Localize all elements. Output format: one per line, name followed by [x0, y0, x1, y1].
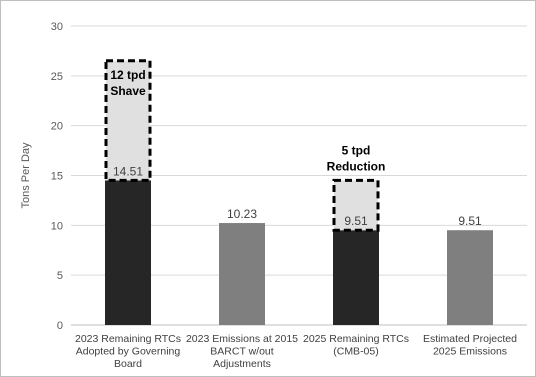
y-tick-label: 20: [51, 121, 63, 133]
x-category-label: Board: [114, 358, 142, 370]
bar-value-label: 10.23: [227, 207, 257, 221]
x-category-label: 2023 Emissions at 2015: [186, 333, 298, 345]
x-category-label: Adopted by Governing: [76, 346, 181, 358]
y-tick-label: 5: [57, 270, 63, 282]
x-category-label: Estimated Projected: [423, 333, 517, 345]
x-category-label: 2023 Remaining RTCs: [75, 333, 181, 345]
reduction-box: [332, 178, 380, 232]
bar-value-label: 9.51: [344, 214, 368, 228]
x-category-label: (CMB-05): [333, 346, 379, 358]
annotation-label: 5 tpd: [342, 143, 371, 157]
y-axis-label: Tons Per Day: [20, 142, 32, 209]
annotation-label: Reduction: [327, 159, 386, 173]
y-tick-label: 25: [51, 71, 63, 83]
x-category-label: Adjustments: [213, 358, 271, 370]
y-tick-label: 10: [51, 220, 63, 232]
bar: [219, 223, 265, 325]
y-tick-label: 15: [51, 171, 63, 183]
y-tick-label: 0: [57, 320, 63, 332]
x-category-label: 2025 Remaining RTCs: [303, 333, 409, 345]
bar-value-label: 9.51: [458, 214, 482, 228]
annotation-label: 12 tpd: [110, 68, 145, 82]
bar: [105, 180, 151, 325]
bar-value-label: 14.51: [113, 164, 143, 178]
reduction-box: [104, 59, 152, 182]
bar: [333, 230, 379, 325]
x-category-label: BARCT w/out: [210, 346, 273, 358]
bar: [447, 230, 493, 325]
x-category-label: 2025 Emissions: [433, 346, 507, 358]
annotation-label: Shave: [110, 84, 146, 98]
y-tick-label: 30: [51, 21, 63, 33]
